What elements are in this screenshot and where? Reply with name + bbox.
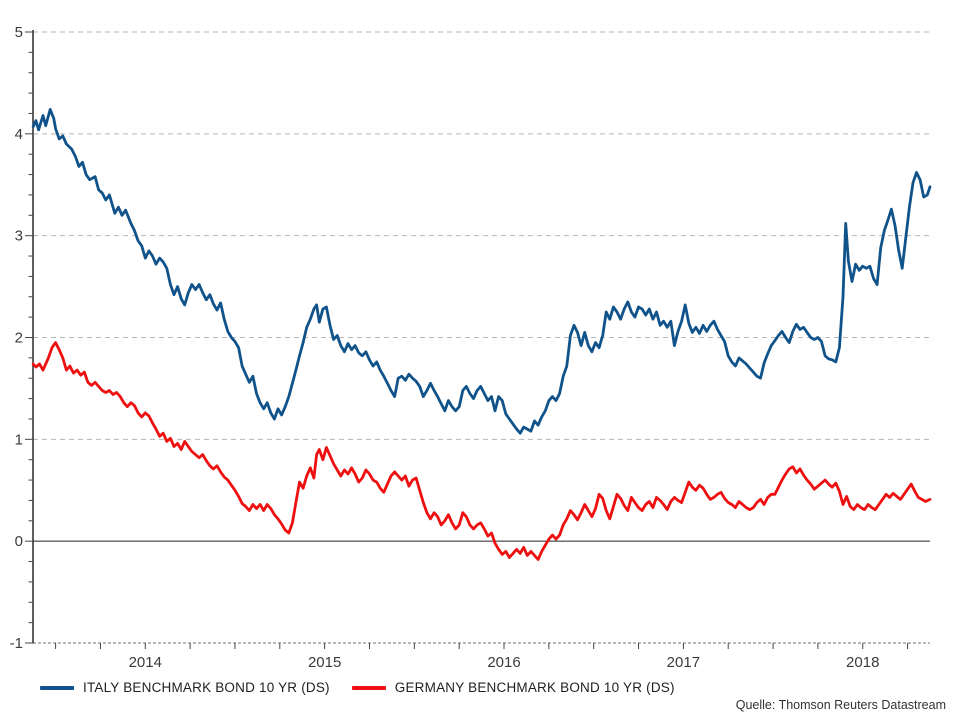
y-axis-label--1: -1	[10, 635, 23, 652]
x-axis-label-2014: 2014	[129, 654, 162, 671]
x-axis-label-2016: 2016	[487, 654, 520, 671]
legend-label-italy: ITALY BENCHMARK BOND 10 YR (DS)	[83, 680, 330, 695]
x-axis-label-2017: 2017	[667, 654, 700, 671]
y-axis-label-3: 3	[15, 228, 23, 245]
y-axis-label-4: 4	[15, 126, 23, 143]
x-axis-label-2018: 2018	[846, 654, 879, 671]
chart-legend: ITALY BENCHMARK BOND 10 YR (DS) GERMANY …	[40, 680, 675, 695]
legend-item-germany: GERMANY BENCHMARK BOND 10 YR (DS)	[351, 680, 675, 695]
y-axis-label-5: 5	[15, 24, 23, 41]
x-axis-label-2015: 2015	[308, 654, 341, 671]
y-axis-label-0: 0	[15, 533, 23, 550]
germany-yield-line	[31, 341, 932, 561]
source-attribution: Quelle: Thomson Reuters Datastream	[735, 698, 946, 712]
legend-item-italy: ITALY BENCHMARK BOND 10 YR (DS)	[40, 680, 330, 695]
legend-label-germany: GERMANY BENCHMARK BOND 10 YR (DS)	[394, 680, 675, 695]
italy-yield-line	[31, 108, 932, 435]
bond-yield-line-chart: 5 4 3 2 1 0 -1 2014 2015 2016 2017 2018	[10, 24, 932, 671]
italy-line-swatch	[40, 685, 74, 690]
y-axis-label-2: 2	[15, 330, 23, 347]
y-axis-label-1: 1	[15, 431, 23, 448]
germany-line-swatch	[351, 685, 386, 690]
